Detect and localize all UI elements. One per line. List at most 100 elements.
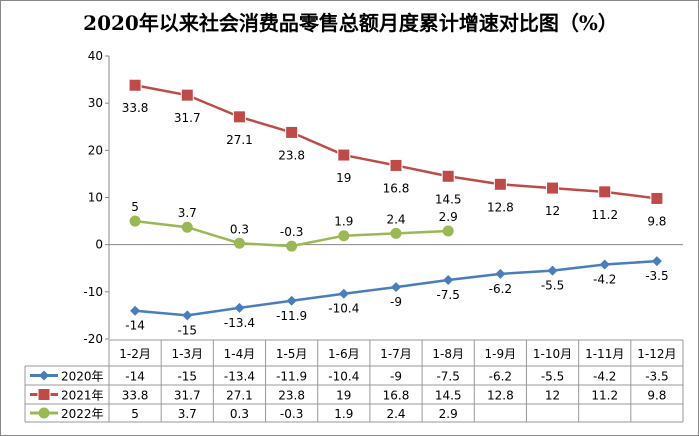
- data-label: -4.2: [593, 272, 616, 286]
- data-point: [389, 158, 403, 172]
- data-point: [286, 295, 297, 306]
- data-point: [338, 288, 349, 299]
- table-cell: 5: [131, 407, 139, 421]
- y-tick-label: -10: [83, 285, 103, 299]
- data-label: -9: [390, 295, 402, 309]
- data-label: -13.4: [224, 316, 255, 330]
- category-label: 1-6月: [328, 347, 360, 361]
- data-label: 2.4: [386, 212, 405, 226]
- category-label: 1-7月: [380, 347, 412, 361]
- data-label: -10.4: [328, 302, 359, 316]
- table-cell: 16.8: [383, 389, 410, 403]
- table-cell: 19: [336, 389, 351, 403]
- data-label: 16.8: [383, 181, 410, 195]
- legend-label: 2021年: [61, 389, 104, 403]
- chart-title: 2020年以来社会消费品零售总额月度累计增速对比图（%）: [83, 11, 618, 35]
- table-cell: 23.8: [278, 389, 305, 403]
- data-label: 3.7: [178, 206, 197, 220]
- data-label: 12.8: [487, 200, 514, 214]
- data-label: -15: [177, 323, 197, 337]
- table-cell: -11.9: [276, 370, 307, 384]
- data-point: [337, 148, 351, 162]
- data-label: 19: [336, 171, 351, 185]
- category-label: 1-5月: [276, 347, 308, 361]
- table-cell: -3.5: [645, 370, 668, 384]
- data-point: [338, 230, 350, 242]
- data-label: 11.2: [591, 208, 618, 222]
- legend-label: 2022年: [61, 407, 104, 421]
- y-tick-label: 0: [95, 238, 103, 252]
- data-label: 14.5: [435, 192, 462, 206]
- data-point: [546, 181, 560, 195]
- data-label: 0.3: [230, 222, 249, 236]
- table-cell: 12.8: [487, 389, 514, 403]
- y-tick-label: 30: [88, 96, 103, 110]
- data-label: -0.3: [280, 225, 303, 239]
- legend-marker: [38, 407, 50, 419]
- table-cell: -14: [125, 370, 145, 384]
- table-cell: -6.2: [489, 370, 512, 384]
- table-cell: 3.7: [178, 407, 197, 421]
- category-label: 1-4月: [224, 347, 256, 361]
- category-label: 1-11月: [585, 347, 624, 361]
- table-cell: 27.1: [226, 389, 253, 403]
- category-label: 1-9月: [485, 347, 517, 361]
- data-point: [129, 215, 141, 227]
- data-label: 9.8: [647, 214, 666, 228]
- data-label: 27.1: [226, 133, 253, 147]
- table-cell: -5.5: [541, 370, 564, 384]
- category-label: 1-2月: [119, 347, 151, 361]
- data-point: [442, 225, 454, 237]
- data-point: [182, 310, 193, 321]
- table-cell: 2.9: [439, 407, 458, 421]
- table-cell: -13.4: [224, 370, 255, 384]
- category-label: 1-3月: [171, 347, 203, 361]
- table-cell: -9: [390, 370, 402, 384]
- data-point: [234, 302, 245, 313]
- data-label: 33.8: [122, 101, 149, 115]
- data-point: [495, 268, 506, 279]
- table-cell: -15: [177, 370, 197, 384]
- legend-marker: [39, 370, 49, 381]
- data-label: 31.7: [174, 111, 201, 125]
- data-label: -6.2: [489, 282, 512, 296]
- y-tick-label: 10: [88, 191, 103, 205]
- category-label: 1-10月: [533, 347, 572, 361]
- data-point: [232, 110, 246, 124]
- data-label: -3.5: [645, 269, 668, 283]
- data-point: [286, 240, 298, 252]
- y-tick-label: 40: [88, 49, 103, 63]
- data-label: -11.9: [276, 309, 307, 323]
- table-cell: 12: [545, 389, 560, 403]
- data-point: [180, 88, 194, 102]
- y-tick-label: 20: [88, 143, 103, 157]
- table-cell: 1.9: [334, 407, 353, 421]
- table-cell: -4.2: [593, 370, 616, 384]
- table-cell: 31.7: [174, 389, 201, 403]
- data-point: [441, 169, 455, 183]
- data-point: [598, 185, 612, 199]
- data-point: [130, 305, 141, 316]
- table-cell: 14.5: [435, 389, 462, 403]
- table-cell: -10.4: [328, 370, 359, 384]
- data-label: -14: [125, 319, 145, 333]
- data-label: 1.9: [334, 215, 353, 229]
- category-label: 1-8月: [432, 347, 464, 361]
- data-point: [128, 78, 142, 92]
- data-point: [651, 256, 662, 267]
- table-cell: 9.8: [647, 389, 666, 403]
- table-cell: -7.5: [436, 370, 459, 384]
- data-point: [493, 177, 507, 191]
- y-tick-label: -20: [83, 332, 103, 346]
- data-point: [285, 125, 299, 139]
- data-point: [390, 227, 402, 239]
- table-cell: -0.3: [280, 407, 303, 421]
- data-point: [233, 237, 245, 249]
- table-cell: 33.8: [122, 389, 149, 403]
- data-point: [443, 275, 454, 286]
- data-point: [599, 259, 610, 270]
- table-cell: 2.4: [386, 407, 405, 421]
- data-label: -7.5: [436, 288, 459, 302]
